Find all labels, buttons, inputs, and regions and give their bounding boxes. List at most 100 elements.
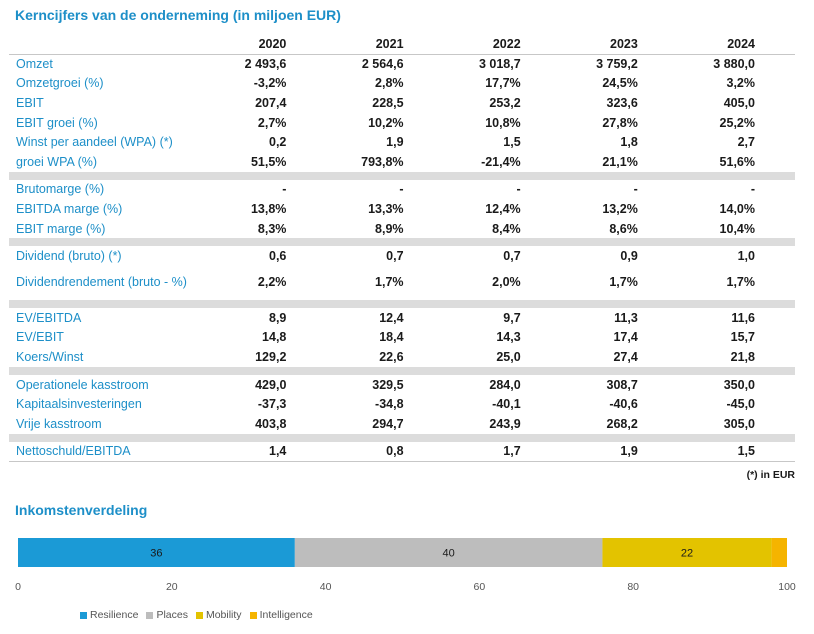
x-tick-label: 40 <box>320 581 332 593</box>
row-value: 1,8 <box>620 135 638 150</box>
legend-item-places: Places <box>146 609 188 621</box>
table-row: EBIT 207,4 228,5 253,2 323,6 405,0 <box>9 93 795 113</box>
row-label: Operationele kasstroom <box>16 377 149 392</box>
row-value: 3 018,7 <box>478 57 521 72</box>
table-header-row: 2020 2021 2022 2023 2024 <box>9 34 795 55</box>
legend-swatch <box>80 611 87 619</box>
bar-data-label: 36 <box>150 548 162 560</box>
legend-label: Places <box>156 609 188 621</box>
row-label: EBITDA marge (%) <box>16 201 123 216</box>
row-value: -45,0 <box>726 397 756 412</box>
row-label: EV/EBITDA <box>16 310 82 325</box>
row-value: 17,4 <box>613 330 638 345</box>
year-header-2024: 2024 <box>677 34 795 55</box>
row-value: 253,2 <box>489 95 521 110</box>
currency-note: (*) in EUR <box>746 469 795 481</box>
row-label: Brutomarge (%) <box>16 182 105 197</box>
row-value: 323,6 <box>606 95 638 110</box>
table-row: EV/EBIT 14,8 18,4 14,3 17,4 15,7 <box>9 328 795 348</box>
table-row: Koers/Winst 129,2 22,6 25,0 27,4 21,8 <box>9 347 795 367</box>
row-value: 2,7% <box>257 115 287 130</box>
year-header-2021: 2021 <box>326 34 444 55</box>
row-value: 1,0 <box>737 249 755 264</box>
table-row: Dividendrendement (bruto - %) 2,2% 1,7% 2,0… <box>9 266 795 300</box>
table-row: EBIT groei (%) 2,7% 10,2% 10,8% 27,8% 25,2% <box>9 113 795 133</box>
row-value: 8,9% <box>375 221 404 236</box>
legend-label: Intelligence <box>259 609 313 621</box>
row-value: 27,4 <box>613 349 638 364</box>
row-value: 8,3% <box>257 221 287 236</box>
key-figures-body: Omzet 2 493,6 2 564,6 3 018,7 3 759,2 3 880,0… <box>9 54 795 462</box>
header-label-cell <box>9 34 210 55</box>
row-label: EBIT <box>16 95 44 110</box>
row-value: 15,7 <box>730 330 755 345</box>
x-tick-label: 20 <box>166 581 178 593</box>
legend-swatch <box>249 611 257 619</box>
row-value: 22,6 <box>379 349 404 364</box>
chart-title: Inkomstenverdeling <box>15 502 148 518</box>
row-label: EBIT groei (%) <box>16 115 98 130</box>
row-value: 8,6% <box>609 221 638 236</box>
row-label: Omzetgroei (%) <box>16 76 104 91</box>
row-value: 14,3 <box>496 330 521 345</box>
row-value: 793,8% <box>361 154 404 169</box>
row-label: EBIT marge (%) <box>16 221 106 236</box>
table-row: Operationele kasstroom 429,0 329,5 284,0 308… <box>9 375 795 395</box>
table-row: Dividend (bruto) (*) 0,6 0,7 0,7 0,9 1,0 <box>9 246 795 266</box>
legend-item-mobility: Mobility <box>195 609 242 621</box>
row-label: Winst per aandeel (WPA) (*) <box>16 135 173 150</box>
row-value: 21,1% <box>602 154 638 169</box>
row-value: - <box>282 182 287 197</box>
year-header-2020: 2020 <box>209 34 327 55</box>
row-value: 0,2 <box>269 135 287 150</box>
row-value: 3 880,0 <box>713 57 755 72</box>
group-separator <box>9 171 795 180</box>
table-row: Kapitaalsinvesteringen -37,3 -34,8 -40,1 -40… <box>9 394 795 414</box>
row-value: 9,7 <box>503 310 521 325</box>
table-row: Brutomarge (%) - - - - - <box>9 180 795 200</box>
bar-segment-mobility <box>602 538 772 567</box>
row-value: - <box>516 182 521 197</box>
row-value: 12,4% <box>485 201 521 216</box>
legend-item-intelligence: Intelligence <box>249 609 313 621</box>
year-header-2022: 2022 <box>443 34 561 55</box>
row-value: -21,4% <box>481 154 521 169</box>
table-row: EV/EBITDA 8,9 12,4 9,7 11,3 11,6 <box>9 308 795 328</box>
row-value: 329,5 <box>372 377 404 392</box>
row-value: 2 493,6 <box>244 57 287 72</box>
table-row: Nettoschuld/EBITDA 1,4 0,8 1,7 1,9 1,5 <box>9 441 795 462</box>
row-value: 25,0 <box>496 349 521 364</box>
legend-label: Resilience <box>90 609 139 621</box>
row-value: 13,8% <box>250 201 287 216</box>
table-row: Winst per aandeel (WPA) (*) 0,2 1,9 1,5 1,8 2… <box>9 132 795 152</box>
row-label: Dividend (bruto) (*) <box>16 249 122 264</box>
row-value: 403,8 <box>255 416 287 431</box>
bar-segment-places <box>294 538 603 567</box>
legend-swatch <box>146 611 154 619</box>
x-tick-label: 0 <box>15 581 21 593</box>
row-value: 12,4 <box>379 310 404 325</box>
table-row: EBITDA marge (%) 13,8% 13,3% 12,4% 13,2% 14,0… <box>9 199 795 219</box>
group-separator <box>9 238 795 247</box>
row-value: 1,7% <box>609 275 638 290</box>
row-value: 405,0 <box>723 95 755 110</box>
table-row: Omzet 2 493,6 2 564,6 3 018,7 3 759,2 3 880,0 <box>9 54 795 74</box>
row-value: -37,3 <box>257 397 287 412</box>
row-value: 268,2 <box>606 416 638 431</box>
row-value: 11,6 <box>731 310 755 325</box>
row-value: 294,7 <box>372 416 404 431</box>
row-value: 0,9 <box>620 249 638 264</box>
row-label: Omzet <box>16 57 53 72</box>
table-row: groei WPA (%) 51,5% 793,8% -21,4% 21,1% 51,6% <box>9 152 795 172</box>
row-value: 24,5% <box>602 76 638 91</box>
row-value: -40,6 <box>609 397 638 412</box>
bar-data-label: 22 <box>681 548 693 560</box>
row-value: 51,5% <box>250 154 287 169</box>
row-value: 0,7 <box>503 249 521 264</box>
row-value: 1,9 <box>386 135 404 150</box>
row-value: 305,0 <box>723 416 755 431</box>
row-value: 129,2 <box>255 349 287 364</box>
row-value: 243,9 <box>489 416 521 431</box>
row-label: Nettoschuld/EBITDA <box>9 441 210 462</box>
row-value: 0,7 <box>386 249 404 264</box>
